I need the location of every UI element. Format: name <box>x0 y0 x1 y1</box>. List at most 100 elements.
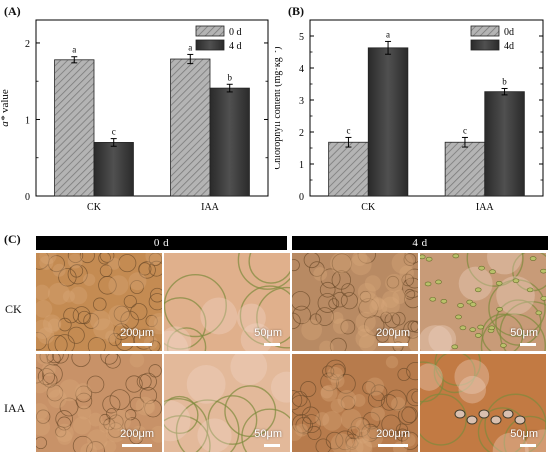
cell-wall <box>404 290 418 309</box>
cell-highlight <box>108 257 121 270</box>
cell-highlight <box>330 433 353 452</box>
cell-highlight <box>128 272 147 291</box>
cell-wall <box>340 395 356 411</box>
cell-wall <box>124 409 137 421</box>
cell-highlight <box>355 437 373 452</box>
legend-label: 0d <box>504 27 514 38</box>
cell-wall <box>120 310 139 330</box>
cell-highlight <box>454 359 490 395</box>
cell-wall <box>386 275 400 289</box>
cell-wall <box>320 268 341 289</box>
significance-letter: b <box>502 76 507 86</box>
cell-wall <box>309 261 325 277</box>
chloroplast <box>512 278 520 284</box>
cell-wall <box>58 317 72 332</box>
cell-wall <box>402 277 418 299</box>
cell-highlight <box>345 438 364 452</box>
scale-bar <box>264 343 280 346</box>
x-tick-label: IAA <box>476 202 495 213</box>
micrograph-texture <box>36 354 162 452</box>
micrograph-tile: 50μm <box>420 354 546 452</box>
cell-wall <box>404 268 418 289</box>
cell-highlight <box>355 311 376 332</box>
chloroplast <box>488 325 496 331</box>
cell-highlight <box>352 394 366 407</box>
cell-wall <box>361 423 380 442</box>
scale-bar <box>264 444 280 447</box>
cell-wall <box>375 329 390 343</box>
cell-wall <box>367 390 385 408</box>
cell-wall <box>148 293 162 311</box>
cell-wall <box>411 390 418 404</box>
cell-wall <box>138 261 156 279</box>
chloroplast <box>540 268 546 274</box>
cell-wall <box>410 320 418 333</box>
chloroplast <box>440 298 448 304</box>
chloroplast <box>526 287 534 293</box>
cell-highlight <box>41 362 56 377</box>
cell-wall <box>340 319 356 335</box>
cell-highlight <box>164 330 189 351</box>
significance-letter: a <box>386 29 390 39</box>
cell-wall <box>123 294 137 309</box>
chloroplast <box>540 296 546 301</box>
cell-wall <box>149 287 162 303</box>
legend-label: 4d <box>504 41 514 52</box>
cell-wall <box>148 253 162 266</box>
cell-highlight <box>350 438 373 452</box>
cell-wall <box>51 354 69 364</box>
cell-highlight <box>382 290 400 308</box>
scale-label: 50μm <box>254 327 282 339</box>
cell-wall <box>164 297 207 350</box>
cell-wall <box>47 334 68 351</box>
panel-a-label: (A) <box>4 4 21 18</box>
bar <box>93 142 134 197</box>
cell-highlight <box>131 425 147 442</box>
cell-wall <box>115 331 135 351</box>
cell-wall <box>92 297 107 312</box>
cell-highlight <box>36 418 51 436</box>
cell-highlight <box>420 363 443 391</box>
plot-frame <box>35 19 269 197</box>
cell-wall <box>404 253 418 264</box>
cell-wall <box>36 367 45 384</box>
cell-highlight <box>58 379 81 402</box>
cell-wall <box>148 260 162 277</box>
cell-highlight <box>36 403 49 421</box>
bar <box>54 59 95 197</box>
cell-wall <box>59 397 79 417</box>
cell-highlight <box>364 275 381 292</box>
cell-wall <box>98 276 117 295</box>
cell-highlight <box>358 334 378 351</box>
cell-highlight <box>200 297 238 335</box>
cell-highlight <box>82 273 96 286</box>
x-tick-label: CK <box>361 202 376 213</box>
cell-wall <box>124 417 141 434</box>
cell-wall <box>386 389 407 411</box>
cell-highlight <box>148 313 162 335</box>
cell-wall <box>164 397 209 452</box>
cell-wall <box>401 273 414 287</box>
cell-wall <box>292 390 303 411</box>
scale-label: 200μm <box>120 327 154 339</box>
x-tick-label: IAA <box>201 202 220 213</box>
cell-wall <box>315 438 332 452</box>
cell-highlight <box>391 396 406 412</box>
panel-b-label: (B) <box>288 4 304 18</box>
cell-highlight <box>381 296 400 316</box>
cell-highlight <box>129 354 145 368</box>
cell-highlight <box>385 273 404 293</box>
cell-wall <box>63 307 79 324</box>
chloroplast <box>454 409 466 419</box>
cell-wall <box>345 437 359 450</box>
chloroplast <box>489 269 496 274</box>
chloroplast <box>474 333 482 338</box>
cell-wall <box>109 389 131 410</box>
cell-wall <box>129 430 144 445</box>
cell-highlight <box>365 377 385 396</box>
cell-wall <box>406 361 418 381</box>
cell-highlight <box>355 429 370 444</box>
chloroplast <box>495 281 503 286</box>
micrograph-tile: 50μm <box>164 354 290 452</box>
cell-wall <box>58 268 77 287</box>
